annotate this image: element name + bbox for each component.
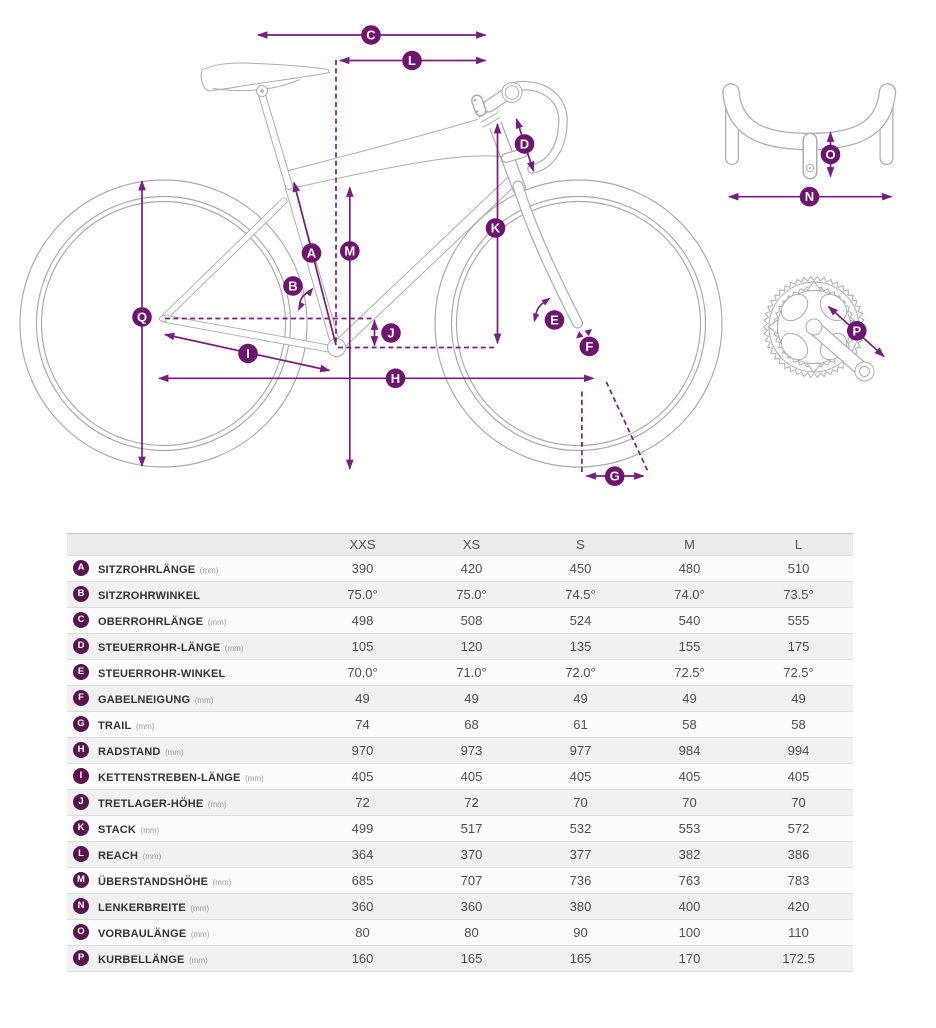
svg-text:A: A	[307, 246, 317, 261]
svg-text:F: F	[585, 339, 593, 354]
svg-text:L: L	[408, 53, 416, 68]
svg-text:B: B	[288, 279, 297, 294]
svg-text:K: K	[491, 221, 501, 236]
svg-text:H: H	[391, 371, 400, 386]
svg-text:O: O	[825, 147, 835, 162]
svg-text:Q: Q	[137, 310, 147, 325]
svg-text:I: I	[246, 346, 250, 361]
svg-text:G: G	[610, 469, 620, 484]
svg-text:M: M	[344, 244, 355, 259]
svg-text:P: P	[852, 323, 861, 338]
svg-text:N: N	[805, 189, 814, 204]
svg-text:J: J	[387, 326, 394, 341]
svg-text:D: D	[520, 137, 529, 152]
svg-text:E: E	[550, 313, 559, 328]
svg-text:C: C	[366, 28, 376, 43]
